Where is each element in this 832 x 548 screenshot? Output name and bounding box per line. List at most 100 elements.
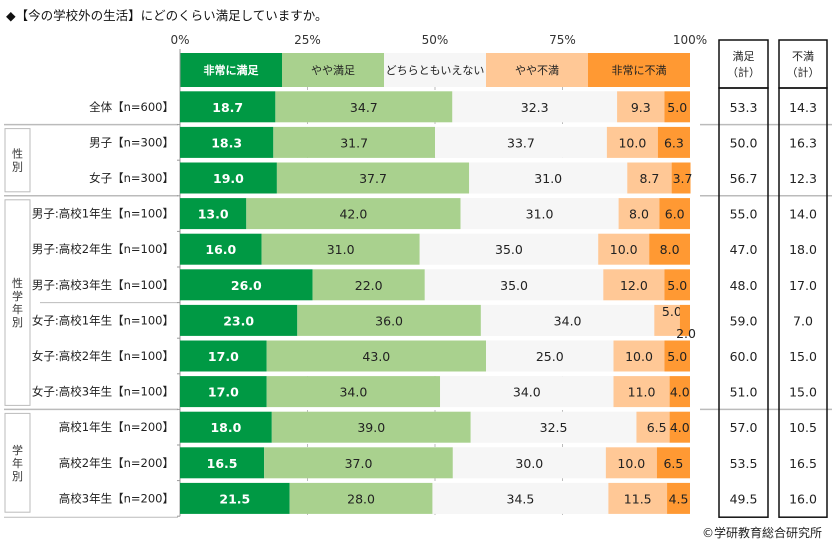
data-label: 39.0 bbox=[357, 420, 385, 435]
summary-value: 10.5 bbox=[789, 420, 817, 435]
summary-value: 47.0 bbox=[730, 242, 758, 257]
summary-value: 12.3 bbox=[789, 171, 817, 186]
bar-segment bbox=[266, 376, 441, 408]
bar-segment bbox=[656, 447, 690, 479]
bar-segment bbox=[271, 411, 471, 443]
group-label-char: 別 bbox=[12, 161, 23, 174]
bar-segment bbox=[613, 340, 665, 372]
data-label: 8.0 bbox=[660, 242, 680, 257]
bar-segment bbox=[419, 233, 599, 265]
bar-segment bbox=[486, 340, 614, 372]
group-label-box bbox=[4, 412, 31, 513]
bar-segment bbox=[452, 447, 606, 479]
category-label: 男子【n=300】 bbox=[89, 135, 174, 149]
data-label: 34.5 bbox=[507, 491, 535, 506]
data-label: 12.0 bbox=[620, 278, 648, 293]
bar-segment bbox=[608, 482, 668, 514]
bar-segment bbox=[312, 269, 425, 301]
category-label: 男子:高校2年生【n=100】 bbox=[32, 242, 174, 256]
chart-title: ◆【今の学校外の生活】にどのくらい満足していますか。 bbox=[6, 8, 328, 23]
summary-value: 15.0 bbox=[789, 385, 817, 400]
legend-label: やや不満 bbox=[515, 64, 559, 77]
data-label: 34.0 bbox=[513, 385, 541, 400]
summary-value: 48.0 bbox=[730, 278, 758, 293]
summary-header-line2: （計） bbox=[787, 65, 820, 79]
data-label: 31.0 bbox=[534, 171, 562, 186]
bar-segment bbox=[266, 340, 486, 372]
data-label: 10.0 bbox=[617, 456, 645, 471]
bar-segment bbox=[452, 91, 618, 123]
category-label: 女子【n=300】 bbox=[89, 171, 174, 185]
summary-value: 57.0 bbox=[730, 420, 758, 435]
data-label: 10.0 bbox=[618, 135, 646, 150]
data-label: 11.5 bbox=[624, 491, 652, 506]
group-label-char: 性 bbox=[12, 147, 23, 161]
bar-segment bbox=[605, 447, 657, 479]
data-label: 6.3 bbox=[664, 135, 684, 150]
data-label: 5.0 bbox=[667, 278, 687, 293]
data-label: 37.7 bbox=[359, 171, 387, 186]
bar-segment bbox=[424, 269, 604, 301]
bar-segment bbox=[180, 340, 267, 372]
data-label: 35.0 bbox=[500, 278, 528, 293]
bar-segment bbox=[671, 162, 691, 194]
data-label: 30.0 bbox=[515, 456, 543, 471]
data-label: 25.0 bbox=[536, 349, 564, 364]
copyright-credit: ©学研教育総合研究所 bbox=[701, 526, 822, 540]
group-label-box bbox=[4, 128, 31, 193]
legend-swatch bbox=[384, 53, 486, 87]
bar-segment bbox=[618, 198, 660, 230]
bar-segment bbox=[246, 198, 461, 230]
bar-segment bbox=[470, 411, 637, 443]
data-label: 13.0 bbox=[198, 207, 229, 222]
category-label: 女子:高校1年生【n=100】 bbox=[32, 313, 174, 327]
summary-value: 17.0 bbox=[789, 278, 817, 293]
bar-segment bbox=[440, 376, 614, 408]
data-label: 43.0 bbox=[362, 349, 390, 364]
data-label: 34.7 bbox=[350, 100, 378, 115]
summary-header-box bbox=[778, 39, 828, 89]
summary-value: 53.5 bbox=[730, 456, 758, 471]
bar-segment bbox=[435, 126, 607, 158]
bar-segment bbox=[180, 126, 274, 158]
data-label: 4.0 bbox=[670, 420, 690, 435]
data-label: 19.0 bbox=[213, 171, 244, 186]
summary-column-box bbox=[778, 87, 828, 518]
group-label-box bbox=[4, 199, 31, 406]
summary-value: 16.3 bbox=[789, 135, 817, 150]
bar-segment bbox=[180, 269, 313, 301]
bar-segment bbox=[180, 376, 267, 408]
category-label: 高校1年生【n=200】 bbox=[59, 420, 174, 434]
data-label: 5.0 bbox=[667, 100, 687, 115]
x-tick-label: 75% bbox=[549, 33, 576, 47]
summary-header-box bbox=[718, 39, 769, 89]
data-label: 4.0 bbox=[670, 385, 690, 400]
data-label: 32.5 bbox=[540, 420, 568, 435]
bar-segment bbox=[297, 304, 481, 336]
data-label: 8.0 bbox=[629, 207, 649, 222]
group-label-char: 別 bbox=[12, 316, 23, 329]
bar-segment bbox=[180, 411, 272, 443]
bar-segment bbox=[180, 482, 290, 514]
data-label: 17.0 bbox=[208, 385, 239, 400]
summary-value: 18.0 bbox=[789, 242, 817, 257]
data-label: 33.7 bbox=[507, 135, 535, 150]
bar-segment bbox=[669, 376, 690, 408]
summary-value: 7.0 bbox=[793, 313, 813, 328]
legend-swatch bbox=[486, 53, 588, 87]
data-label: 22.0 bbox=[355, 278, 383, 293]
summary-value: 16.5 bbox=[789, 456, 817, 471]
bar-segment bbox=[667, 482, 690, 514]
bar-segment bbox=[636, 411, 670, 443]
data-label: 37.0 bbox=[345, 456, 373, 471]
category-label: 男子:高校3年生【n=100】 bbox=[32, 278, 174, 292]
summary-value: 51.0 bbox=[730, 385, 758, 400]
category-label: 全体【n=600】 bbox=[89, 100, 174, 114]
category-label: 高校3年生【n=200】 bbox=[59, 491, 174, 505]
data-label: 35.0 bbox=[495, 242, 523, 257]
x-tick-label: 25% bbox=[294, 33, 321, 47]
bar-segment bbox=[180, 233, 262, 265]
group-label-char: 別 bbox=[12, 470, 23, 483]
data-label: 31.0 bbox=[327, 242, 355, 257]
legend-label: 非常に不満 bbox=[612, 64, 667, 77]
